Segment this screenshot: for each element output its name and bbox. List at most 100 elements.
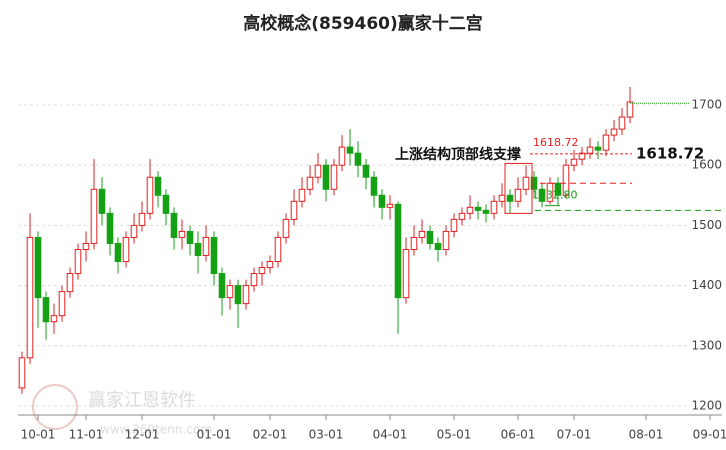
candle-body	[266, 261, 274, 269]
candle-body	[402, 248, 410, 299]
candle-body	[258, 267, 266, 275]
candle-body	[154, 176, 162, 196]
candle-body	[570, 158, 578, 166]
candle-body	[146, 176, 154, 214]
candle-body	[290, 200, 298, 220]
candle-body	[210, 236, 218, 275]
x-tick-label: 09-01	[693, 428, 726, 442]
x-tick-label: 07-01	[557, 428, 592, 442]
candle-body	[610, 128, 618, 136]
candle-body	[562, 164, 570, 196]
y-tick-label: 1200	[691, 398, 722, 412]
level-label-small: 1618.72	[533, 136, 579, 149]
candle-body	[506, 194, 514, 202]
candle-body	[34, 236, 42, 299]
candle-body	[58, 291, 66, 317]
candle-body	[322, 164, 330, 190]
candle-body	[282, 218, 290, 238]
candle-body	[458, 212, 466, 220]
candle-body	[186, 230, 194, 244]
candle-body	[194, 242, 202, 256]
candle-body	[346, 146, 354, 154]
x-tick-label: 10-01	[21, 428, 56, 442]
candle-body	[90, 188, 98, 244]
watermark-name: 赢家江恩软件	[88, 389, 196, 411]
candle-body	[450, 218, 458, 232]
candle-body	[74, 248, 82, 275]
candle-body	[218, 273, 226, 299]
candle-body	[386, 203, 394, 208]
candle-body	[250, 273, 258, 287]
candle-body	[130, 224, 138, 238]
candle-body	[162, 194, 170, 214]
candle-body	[122, 236, 130, 263]
candle-body	[482, 209, 490, 214]
candle-body	[618, 116, 626, 130]
x-tick-label: 02-01	[253, 428, 288, 442]
level-label: 1532.80	[532, 189, 578, 202]
box	[504, 162, 533, 214]
candle-body	[18, 357, 26, 389]
candle-body	[242, 285, 250, 305]
y-tick-label: 1700	[691, 98, 722, 112]
y-tick-label: 1600	[691, 158, 722, 172]
candle-body	[274, 236, 282, 263]
candle-body	[362, 164, 370, 178]
candle-body	[106, 212, 114, 244]
candle-body	[498, 194, 506, 202]
x-tick-label: 04-01	[373, 428, 408, 442]
x-tick-label: 11-01	[69, 428, 104, 442]
candle-body	[594, 146, 602, 151]
watermark-url: www.369tenn.com	[100, 423, 212, 437]
candle-body	[522, 176, 530, 190]
watermark: 赢家江恩软件 www.369tenn.com	[32, 384, 212, 437]
candle-body	[602, 134, 610, 151]
x-tick-label: 06-01	[501, 428, 536, 442]
candle-body	[114, 242, 122, 263]
candle-body	[434, 242, 442, 250]
candle-body	[466, 206, 474, 214]
candle-body	[426, 230, 434, 244]
candle-body	[82, 242, 90, 250]
candle-body	[170, 212, 178, 238]
y-tick-label: 1300	[691, 338, 722, 352]
candle-body	[298, 188, 306, 202]
candle-body	[66, 273, 74, 293]
candle-body	[330, 164, 338, 190]
candle-body	[42, 297, 50, 323]
candle-body	[578, 152, 586, 160]
x-tick-label: 08-01	[629, 428, 664, 442]
candle-body	[98, 188, 106, 214]
candle-body	[474, 206, 482, 211]
candle-body	[538, 188, 546, 202]
x-tick-label: 05-01	[437, 428, 472, 442]
x-tick-label: 01-01	[197, 428, 232, 442]
candle-body	[626, 101, 634, 118]
candle-body	[410, 236, 418, 250]
candle-body	[418, 230, 426, 238]
candle-body	[178, 230, 186, 238]
x-tick-label: 12-01	[125, 428, 160, 442]
candle-body	[490, 200, 498, 214]
candle-body	[338, 146, 346, 166]
candle-body	[378, 194, 386, 208]
level-label: 1618.72	[636, 144, 704, 162]
candle-body	[202, 236, 210, 256]
y-tick-label: 1400	[691, 278, 722, 292]
candle-body	[26, 236, 34, 359]
x-tick-label: 03-01	[309, 428, 344, 442]
watermark-logo	[32, 384, 78, 430]
chart-title: 高校概念(859460)赢家十二宫	[243, 13, 483, 34]
candle-body	[306, 176, 314, 190]
candle-body	[394, 203, 402, 299]
candle-body	[354, 152, 362, 166]
candle-body	[50, 315, 58, 323]
candle-body	[554, 182, 562, 196]
candle-body	[138, 212, 146, 226]
candle-body	[226, 285, 234, 299]
candle-body	[314, 164, 322, 178]
candle-body	[234, 285, 242, 305]
candle-body	[442, 230, 450, 250]
candle-body	[586, 146, 594, 154]
